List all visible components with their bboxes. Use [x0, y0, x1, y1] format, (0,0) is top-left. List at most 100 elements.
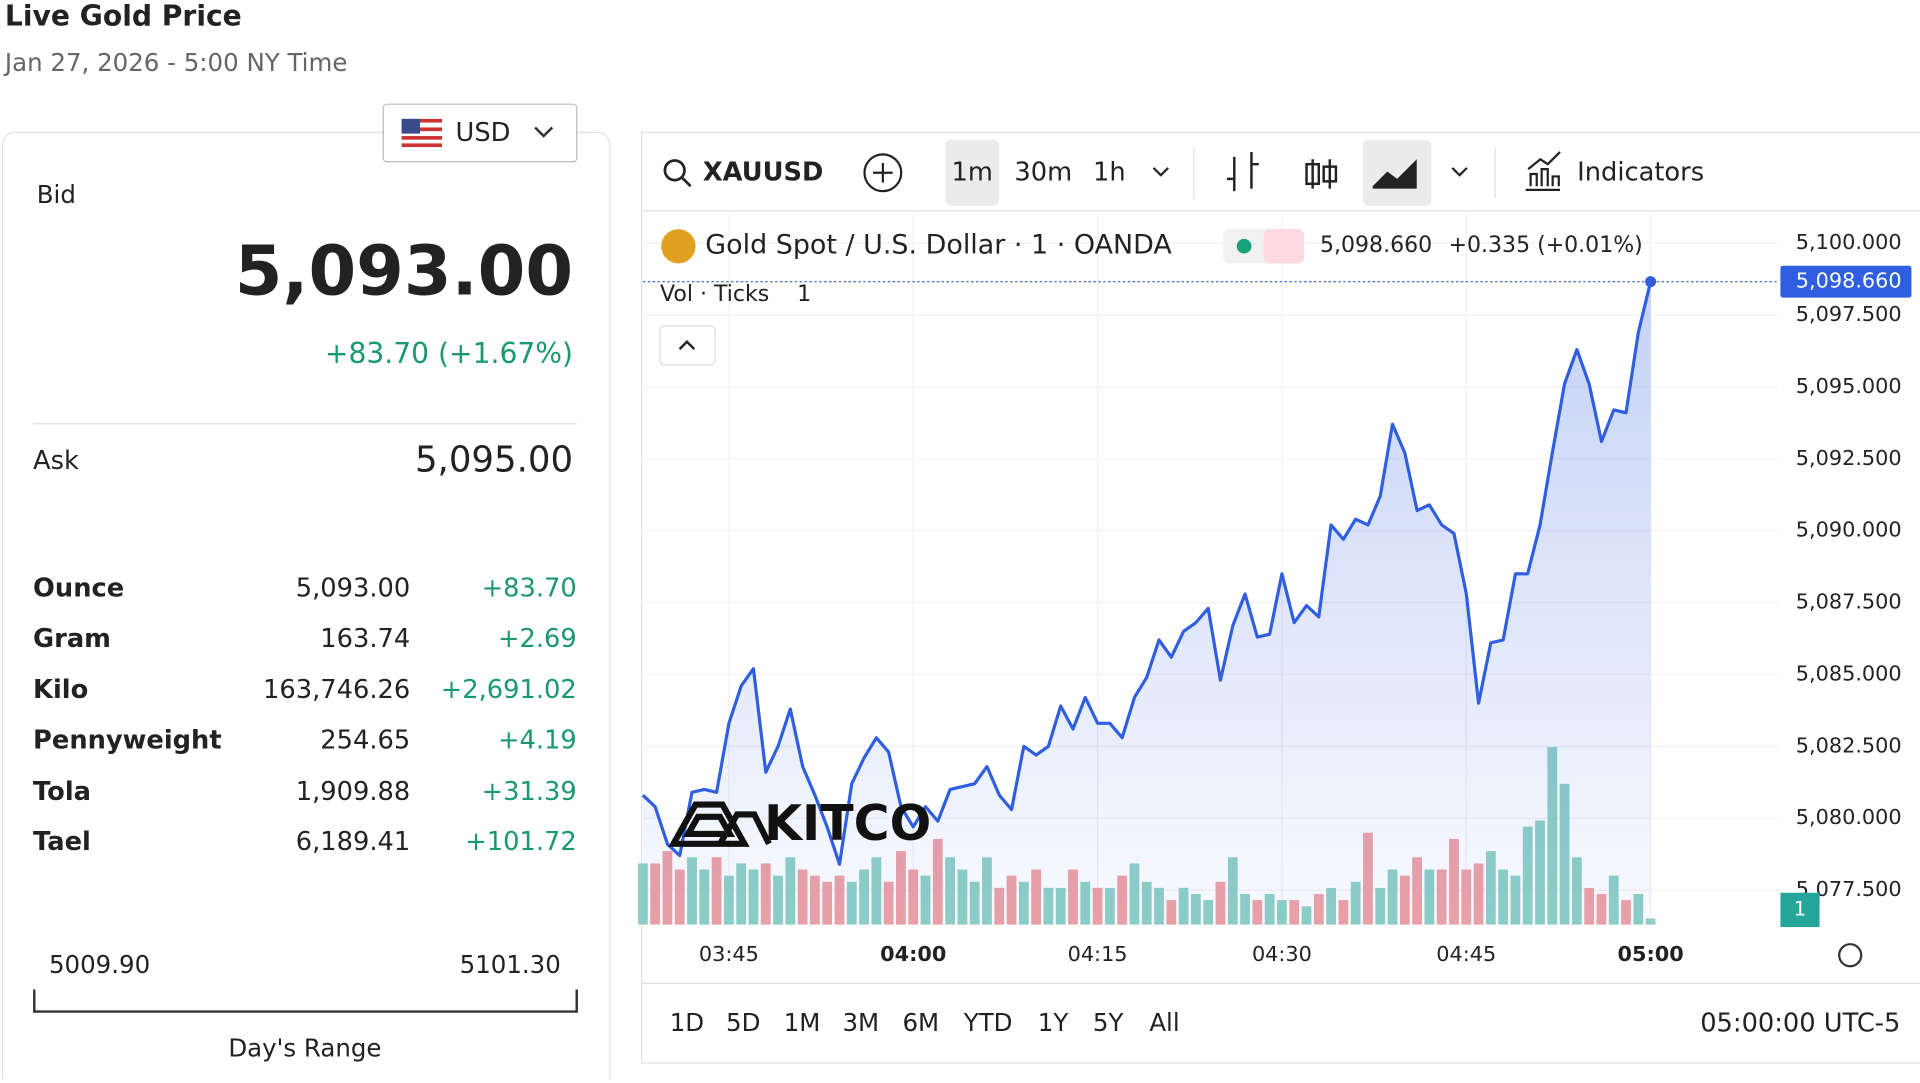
chevron [534, 126, 554, 138]
y-tick-label: 5,092.500 [1796, 446, 1902, 470]
unit-price: 5,093.00 [296, 574, 410, 604]
range-button[interactable]: 1M [784, 1008, 821, 1037]
unit-price: 163,746.26 [263, 675, 410, 705]
unit-name: Ounce [33, 574, 124, 604]
area-icon [1372, 159, 1417, 189]
volume-setting: 1 [797, 282, 811, 307]
unit-name: Kilo [33, 675, 88, 705]
ask-price: 5,095.00 [415, 440, 573, 481]
unit-name: Gram [33, 624, 111, 654]
unit-name: Pennyweight [33, 725, 222, 755]
y-tick-label: 5,085.000 [1796, 661, 1902, 685]
currency: USD [456, 118, 511, 148]
range-label: Day's Range [228, 1034, 381, 1063]
collapse-icon [678, 340, 696, 350]
bid-change: +83.70 (+1.67%) [325, 337, 573, 370]
page-title: Live Gold Price [5, 0, 242, 32]
collapse-button[interactable] [659, 325, 716, 366]
chart-title: Gold Spot / U.S. Dollar · 1 · OANDA [705, 230, 1172, 261]
watermark: KITCO [764, 795, 931, 852]
toolbar: XAUUSD 1m 30m 1h Indicators [663, 139, 1704, 206]
unit-change: +4.19 [498, 725, 577, 755]
search-icon [663, 159, 686, 182]
range-high: 5101.30 [460, 950, 561, 979]
legend-price: 5,098.660 [1320, 233, 1432, 258]
bid-label: Bid [37, 180, 76, 209]
interval[interactable]: 30m [1014, 157, 1072, 187]
range-low: 5009.90 [49, 950, 150, 979]
plot: 5,077.500 5,080.000 5,082.500 5,085.000 5,08… [637, 214, 1912, 966]
y-tick-label: 5,090.000 [1796, 518, 1902, 542]
range-buttons: 1D 5D 1M 3M 6M YTD 1Y 5Y All [670, 1008, 1180, 1037]
unit-table: Ounce 5,093.00 +83.70 Gram 163.74 +2.69 Kilo 16… [33, 574, 577, 857]
indicators[interactable]: Indicators [1577, 157, 1704, 187]
range-button[interactable]: 1D [670, 1008, 704, 1037]
search-icon [681, 176, 692, 188]
quote-card [1, 131, 611, 1083]
range-button[interactable]: 5D [726, 1008, 760, 1037]
clock: 05:00:00 UTC-5 [1700, 1008, 1900, 1038]
range-button[interactable]: 6M [902, 1008, 939, 1037]
price-tag-label: 5,098.660 [1796, 269, 1902, 293]
dropdown[interactable] [1152, 167, 1468, 177]
x-tick-label: 04:00 [880, 942, 946, 966]
ask-label: Ask [33, 446, 79, 476]
y-tick-label: 5,087.500 [1796, 590, 1902, 614]
chart-style-icon [1305, 162, 1320, 186]
y-tick-label: 5,097.500 [1796, 302, 1902, 326]
timestamp: Jan 27, 2026 - 5:00 NY Time [3, 48, 347, 77]
x-tick-label: 04:15 [1068, 942, 1128, 966]
unit-name: Tola [33, 777, 91, 807]
active-style[interactable] [1362, 139, 1432, 206]
unit-change: +31.39 [482, 777, 577, 807]
y-tick-label: 5,095.000 [1796, 374, 1902, 398]
x-tick-label: 03:45 [699, 942, 759, 966]
y-tick-label: 5,080.000 [1796, 805, 1902, 829]
indicators-icon[interactable] [1525, 151, 1561, 192]
symbol[interactable]: XAUUSD [703, 157, 824, 187]
watermark-logo [668, 801, 772, 847]
chart-style-icon[interactable] [1226, 151, 1332, 192]
range-button[interactable]: 1Y [1038, 1008, 1069, 1037]
last-point [1645, 276, 1657, 288]
market-open [1236, 238, 1252, 254]
active-interval [945, 139, 1000, 206]
x-tick-label: 04:30 [1252, 942, 1312, 966]
us-flag [401, 118, 443, 148]
chart-style-icon [1322, 165, 1338, 183]
delayed [1263, 229, 1305, 264]
unit-price: 6,189.41 [296, 827, 410, 857]
interval[interactable]: 1h [1093, 157, 1126, 187]
x-tick-label: 04:45 [1436, 942, 1496, 966]
settings[interactable] [1838, 943, 1863, 968]
range-button[interactable]: All [1149, 1008, 1179, 1037]
y-tick-label: 5,082.500 [1796, 733, 1902, 757]
range-button[interactable]: 3M [842, 1008, 879, 1037]
unit-change: +101.72 [465, 827, 576, 857]
unit-name: Tael [33, 827, 91, 857]
add-symbol[interactable] [863, 153, 903, 193]
bid-price: 5,093.00 [235, 232, 573, 312]
gold-icon [661, 229, 696, 264]
unit-price: 254.65 [320, 725, 410, 755]
add-symbol [873, 162, 893, 183]
range-button[interactable]: 5Y [1093, 1008, 1124, 1037]
unit-price: 1,909.88 [296, 777, 410, 807]
unit-price: 163.74 [320, 624, 410, 654]
unit-change: +2,691.02 [441, 675, 577, 705]
volume-scale-tag [1780, 892, 1820, 928]
currency-select[interactable] [382, 103, 578, 163]
x-tick-label: 05:00 [1618, 942, 1684, 966]
range-button[interactable]: YTD [963, 1008, 1013, 1037]
y-tick-label: 5,100.000 [1796, 230, 1902, 254]
unit-change: +83.70 [482, 574, 577, 604]
price-tag [1780, 265, 1912, 298]
y-tick-label: 5,077.500 [1796, 877, 1902, 901]
interval[interactable]: 1m [952, 157, 993, 187]
volume-label: Vol · Ticks [660, 282, 769, 307]
legend-change: +0.335 (+0.01%) [1449, 233, 1643, 258]
unit-change: +2.69 [498, 624, 577, 654]
volume-scale-tag-text: 1 [1794, 897, 1806, 920]
